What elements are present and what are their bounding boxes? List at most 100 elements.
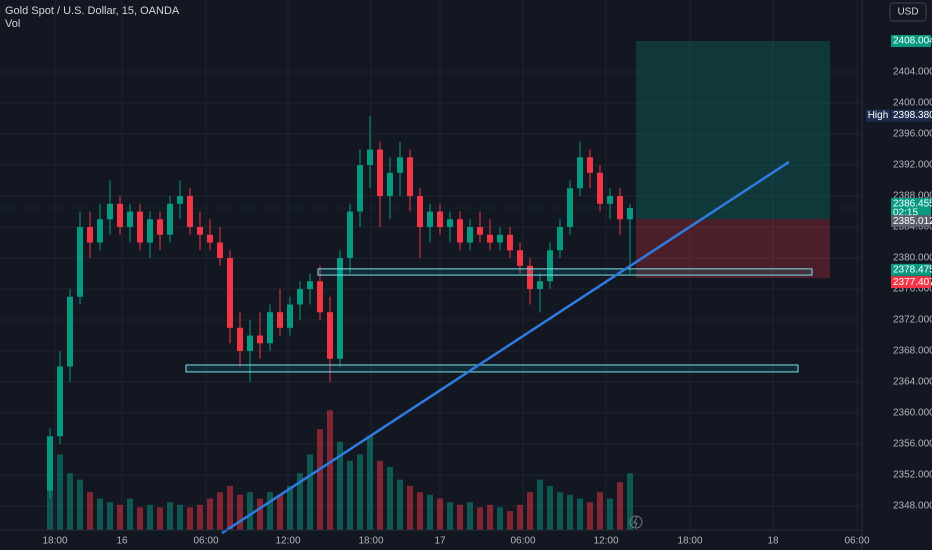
volume-bars [47, 410, 633, 530]
currency-label[interactable]: USD [897, 7, 918, 18]
volume-bar [617, 482, 623, 530]
candle-body [127, 211, 133, 228]
candle-body [607, 196, 613, 204]
replay-icon[interactable] [629, 515, 643, 529]
countdown-label: 02:15 [893, 208, 918, 219]
volume-bar [407, 485, 413, 530]
x-tick-label: 06:00 [510, 536, 535, 547]
volume-bar [117, 504, 123, 530]
volume-bar [227, 485, 233, 530]
volume-bar [557, 492, 563, 530]
price-label: 2408.004 [893, 36, 932, 47]
candle-body [197, 227, 203, 235]
volume-bar [357, 454, 363, 530]
volume-bar [397, 479, 403, 530]
y-tick-label: 2380.000 [893, 253, 932, 264]
volume-bar [217, 492, 223, 530]
candle-body [577, 157, 583, 189]
candle-body [87, 227, 93, 243]
volume-bar [167, 502, 173, 530]
x-tick-label: 18:00 [358, 536, 383, 547]
volume-bar [587, 502, 593, 530]
volume-bar [297, 473, 303, 530]
support-zone [317, 268, 813, 276]
volume-bar [57, 454, 63, 530]
y-tick-label: 2364.000 [893, 377, 932, 388]
y-tick-label: 2392.000 [893, 160, 932, 171]
candle-body [137, 211, 143, 243]
volume-bar [77, 479, 83, 530]
y-tick-label: 2372.000 [893, 315, 932, 326]
candle-body [147, 219, 153, 243]
candle-body [587, 157, 593, 173]
price-label: 2377.407 [893, 277, 932, 288]
x-tick-label: 12:00 [275, 536, 300, 547]
price-label-box [891, 263, 931, 276]
trend-line [221, 160, 790, 535]
volume-bar [197, 504, 203, 530]
support-zone [185, 364, 799, 373]
candle-body [257, 335, 263, 344]
candle-body [287, 304, 293, 328]
candle-body [267, 312, 273, 344]
volume-bar [257, 498, 263, 530]
volume-bar [477, 507, 483, 530]
candle-body [217, 242, 223, 259]
x-tick-label: 06:00 [193, 536, 218, 547]
volume-bar [377, 460, 383, 530]
candle-body [427, 211, 433, 228]
x-tick-label: 18 [767, 536, 779, 547]
volume-bar [467, 502, 473, 530]
candle-body [367, 149, 373, 166]
price-label-box [891, 35, 931, 48]
volume-bar [157, 507, 163, 530]
y-tick-label: 2388.000 [893, 191, 932, 202]
candle-body [307, 281, 313, 290]
candle-body [387, 172, 393, 197]
volume-bar [567, 494, 573, 530]
volume-bar [367, 435, 373, 530]
candle-body [557, 227, 563, 251]
candle-body [157, 219, 163, 235]
candle-body [277, 312, 283, 328]
volume-bar [537, 479, 543, 530]
y-tick-label: 2396.000 [893, 129, 932, 140]
x-tick-label: 12:00 [593, 536, 618, 547]
chart-title: Gold Spot / U.S. Dollar, 15, OANDA [5, 5, 180, 17]
volume-bar [517, 504, 523, 530]
price-label: 2378.475 [893, 264, 932, 275]
volume-bar [347, 460, 353, 530]
candle-body [97, 219, 103, 243]
volume-bar [67, 473, 73, 530]
candle-body [407, 157, 413, 197]
price-label: 2398.380 [893, 110, 932, 121]
candle-body [107, 203, 113, 220]
volume-bar [317, 429, 323, 530]
candle-body [417, 196, 423, 228]
candle-body [617, 196, 623, 220]
candle-body [47, 436, 53, 491]
candle-body [597, 172, 603, 204]
candle-body [57, 366, 63, 437]
candle-body [67, 296, 73, 367]
volume-bar [507, 511, 513, 530]
candles [47, 115, 633, 499]
price-label: 2386.455 [893, 199, 932, 210]
candle-body [447, 219, 453, 228]
volume-bar [177, 504, 183, 530]
volume-bar [527, 492, 533, 530]
volume-bar [437, 498, 443, 530]
volume-bar [417, 492, 423, 530]
volume-bar [247, 492, 253, 530]
price-label-box [891, 276, 931, 289]
candle-body [347, 211, 353, 259]
currency-button[interactable] [889, 2, 927, 22]
candle-body [527, 265, 533, 290]
volume-bar [457, 504, 463, 530]
candle-body [247, 335, 253, 352]
price-tag: High [868, 110, 889, 121]
x-tick-label: 18:00 [42, 536, 67, 547]
volume-bar [487, 504, 493, 530]
volume-bar [127, 498, 133, 530]
volume-bar [207, 498, 213, 530]
